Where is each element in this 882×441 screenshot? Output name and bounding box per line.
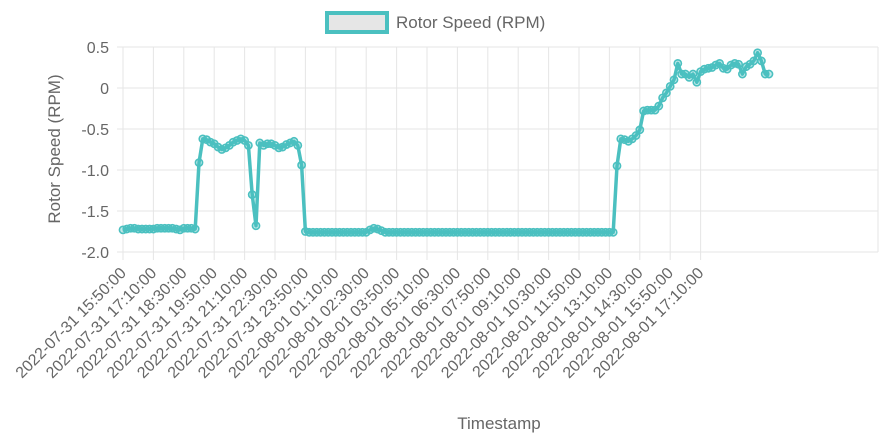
data-point[interactable]	[738, 69, 747, 79]
data-point[interactable]	[692, 77, 702, 87]
data-point[interactable]	[673, 59, 683, 68]
grid	[117, 46, 879, 260]
data-point[interactable]	[247, 190, 257, 199]
data-point[interactable]	[612, 161, 622, 171]
data-point[interactable]	[251, 221, 261, 231]
data-point[interactable]	[662, 88, 671, 98]
data-point[interactable]	[635, 125, 645, 135]
data-point[interactable]	[753, 48, 762, 58]
data-point[interactable]	[190, 224, 200, 234]
data-point[interactable]	[654, 101, 664, 111]
data-point[interactable]	[194, 158, 204, 168]
data-point[interactable]	[749, 56, 759, 66]
data-point[interactable]	[688, 69, 698, 79]
data-point[interactable]	[757, 56, 766, 66]
data-point[interactable]	[734, 59, 743, 69]
data-point[interactable]	[608, 227, 618, 237]
series-layer	[118, 48, 774, 237]
y-tick-label: -2.0	[81, 245, 109, 262]
data-point[interactable]	[764, 69, 774, 79]
legend[interactable]: Rotor Speed (RPM)	[325, 11, 545, 34]
legend-label[interactable]: Rotor Speed (RPM)	[396, 13, 545, 32]
y-axis-title: Rotor Speed (RPM)	[45, 74, 64, 223]
y-tick-label: -1.0	[81, 163, 109, 180]
data-point[interactable]	[665, 81, 675, 91]
legend-swatch[interactable]	[325, 11, 389, 34]
y-tick-label: 0.5	[87, 40, 109, 57]
data-point[interactable]	[293, 140, 303, 150]
y-tick-label: 0	[100, 81, 109, 98]
data-point[interactable]	[669, 75, 679, 85]
x-axis-title: Timestamp	[457, 414, 540, 433]
data-point[interactable]	[243, 140, 253, 150]
y-tick-label: -0.5	[81, 122, 109, 139]
data-point[interactable]	[297, 160, 306, 170]
y-tick-label: -1.5	[81, 204, 109, 221]
